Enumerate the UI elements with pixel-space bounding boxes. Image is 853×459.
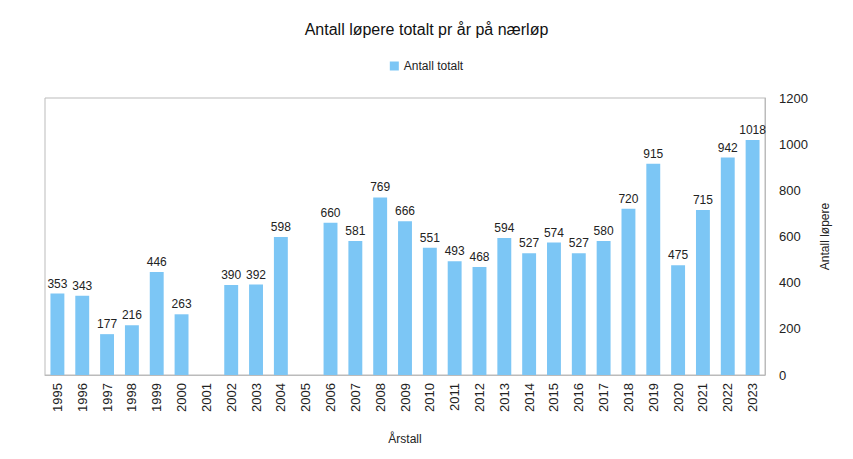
svg-text:2023: 2023 (745, 383, 760, 412)
svg-text:Antall løpere totalt pr år på: Antall løpere totalt pr år på nærløp (305, 21, 549, 38)
svg-text:2014: 2014 (522, 383, 537, 412)
svg-text:551: 551 (420, 231, 440, 245)
svg-text:594: 594 (494, 221, 514, 235)
svg-text:2004: 2004 (273, 383, 288, 412)
svg-text:263: 263 (172, 297, 192, 311)
svg-text:1997: 1997 (100, 383, 115, 412)
svg-text:942: 942 (718, 141, 738, 155)
svg-text:581: 581 (345, 224, 365, 238)
svg-text:1998: 1998 (124, 383, 139, 412)
svg-text:2002: 2002 (224, 383, 239, 412)
svg-text:2020: 2020 (671, 383, 686, 412)
svg-text:574: 574 (544, 226, 564, 240)
svg-text:2018: 2018 (621, 383, 636, 412)
svg-text:2009: 2009 (398, 383, 413, 412)
svg-text:2000: 2000 (174, 383, 189, 412)
svg-text:800: 800 (779, 183, 801, 198)
svg-text:598: 598 (271, 220, 291, 234)
svg-text:715: 715 (693, 193, 713, 207)
svg-text:0: 0 (779, 368, 786, 383)
svg-text:1999: 1999 (149, 383, 164, 412)
svg-text:392: 392 (246, 268, 266, 282)
svg-text:1200: 1200 (779, 91, 808, 106)
svg-text:660: 660 (321, 206, 341, 220)
svg-text:600: 600 (779, 229, 801, 244)
svg-text:Antall løpere: Antall løpere (818, 202, 832, 270)
svg-text:2001: 2001 (199, 383, 214, 412)
svg-text:2003: 2003 (249, 383, 264, 412)
svg-text:475: 475 (668, 248, 688, 262)
svg-text:915: 915 (643, 147, 663, 161)
svg-text:1018: 1018 (739, 123, 766, 137)
svg-text:390: 390 (221, 268, 241, 282)
svg-text:200: 200 (779, 321, 801, 336)
svg-text:2008: 2008 (373, 383, 388, 412)
svg-text:2017: 2017 (596, 383, 611, 412)
svg-text:769: 769 (370, 180, 390, 194)
svg-text:446: 446 (147, 255, 167, 269)
svg-text:527: 527 (569, 236, 589, 250)
svg-text:177: 177 (97, 317, 117, 331)
svg-text:2022: 2022 (720, 383, 735, 412)
svg-text:2016: 2016 (571, 383, 586, 412)
svg-text:2006: 2006 (323, 383, 338, 412)
svg-text:1996: 1996 (75, 383, 90, 412)
svg-text:468: 468 (469, 250, 489, 264)
svg-text:2015: 2015 (546, 383, 561, 412)
svg-text:2021: 2021 (695, 383, 710, 412)
svg-text:1000: 1000 (779, 137, 808, 152)
svg-text:343: 343 (72, 279, 92, 293)
svg-text:493: 493 (445, 244, 465, 258)
svg-text:400: 400 (779, 275, 801, 290)
svg-text:353: 353 (47, 277, 67, 291)
svg-text:2013: 2013 (497, 383, 512, 412)
svg-text:527: 527 (519, 236, 539, 250)
svg-text:1995: 1995 (50, 383, 65, 412)
svg-text:Antall totalt: Antall totalt (404, 59, 464, 73)
svg-text:2010: 2010 (422, 383, 437, 412)
svg-text:2005: 2005 (298, 383, 313, 412)
svg-text:666: 666 (395, 204, 415, 218)
svg-text:2019: 2019 (646, 383, 661, 412)
svg-text:2012: 2012 (472, 383, 487, 412)
svg-text:Årstall: Årstall (388, 431, 421, 446)
svg-text:216: 216 (122, 308, 142, 322)
svg-text:2007: 2007 (348, 383, 363, 412)
svg-text:2011: 2011 (447, 383, 462, 411)
svg-text:580: 580 (594, 224, 614, 238)
svg-text:720: 720 (618, 192, 638, 206)
